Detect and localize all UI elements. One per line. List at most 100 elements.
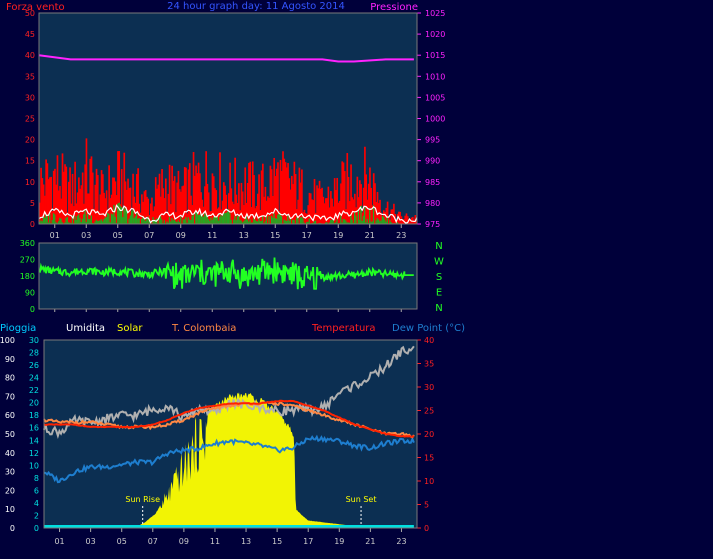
direction-y-tick-label: 0	[30, 305, 35, 314]
temperature-y-tick-label: 5	[424, 501, 429, 510]
wind-x-tick-label: 03	[81, 231, 91, 240]
pressure-y-tick-label: 990	[425, 157, 440, 166]
compass-label: W	[434, 257, 444, 268]
wind-x-tick-label: 21	[365, 231, 375, 240]
wind-y-tick-label: 0	[30, 220, 35, 229]
temperature-x-tick-label: 11	[210, 537, 220, 546]
sunset-label: Sun Set	[346, 495, 377, 504]
humidity-y-tick-label: 50	[5, 430, 15, 439]
wind-y-tick-label: 25	[25, 115, 35, 124]
temperature-y-tick-label: 15	[424, 454, 434, 463]
rain-y-tick-label: 14	[29, 436, 39, 445]
wind-x-tick-label: 19	[333, 231, 343, 240]
humidity-y-tick-label: 90	[5, 355, 15, 364]
temperature-y-tick-label: 40	[424, 336, 434, 345]
rain-y-tick-label: 10	[29, 461, 39, 470]
wind-x-tick-label: 11	[207, 231, 217, 240]
temperature-y-tick-label: 30	[424, 383, 434, 392]
rain-y-tick-label: 16	[29, 424, 39, 433]
compass-label: E	[436, 288, 442, 299]
wind-y-tick-label: 35	[25, 72, 35, 81]
temperature-x-tick-label: 05	[117, 537, 127, 546]
wind-y-tick-label: 40	[25, 51, 35, 60]
wind-x-tick-label: 15	[270, 231, 280, 240]
rain-y-tick-label: 4	[34, 499, 39, 508]
temperature-y-tick-label: 25	[424, 407, 434, 416]
wind-title-left: Forza vento	[6, 2, 65, 13]
temperature-x-tick-label: 17	[303, 537, 313, 546]
wind-chart-title: 24 hour graph day: 11 Agosto 2014	[167, 1, 345, 12]
temperature-y-tick-label: 0	[424, 524, 429, 533]
wind-pressure-panel: 0510152025303540455097598098599099510001…	[6, 1, 445, 240]
humidity-y-tick-label: 20	[5, 486, 15, 495]
pressure-y-tick-label: 1020	[425, 30, 445, 39]
pressure-y-tick-label: 995	[425, 136, 440, 145]
temperature-panel: 0102030405060708090100024681012141618202…	[0, 323, 465, 546]
temperature-y-tick-label: 10	[424, 477, 434, 486]
wind-x-tick-label: 07	[144, 231, 154, 240]
humidity-y-tick-label: 0	[10, 524, 15, 533]
pressure-y-tick-label: 1000	[425, 115, 445, 124]
pressure-y-tick-label: 1005	[425, 93, 445, 102]
temperature-x-tick-label: 07	[148, 537, 158, 546]
pressure-y-tick-label: 985	[425, 178, 440, 187]
compass-label: S	[436, 272, 442, 283]
temperature-x-tick-label: 09	[179, 537, 189, 546]
rain-y-tick-label: 30	[29, 336, 39, 345]
rain-y-tick-label: 26	[29, 361, 39, 370]
temperature-x-tick-label: 03	[86, 537, 96, 546]
wind-x-tick-label: 23	[396, 231, 406, 240]
wind-x-tick-label: 09	[176, 231, 186, 240]
temperature-x-tick-label: 13	[241, 537, 251, 546]
legend-entry: Dew Point (°C)	[392, 323, 465, 334]
humidity-y-tick-label: 40	[5, 449, 15, 458]
pressure-title: Pressione	[370, 2, 418, 13]
rain-y-tick-label: 12	[29, 449, 39, 458]
temperature-x-tick-label: 01	[54, 537, 64, 546]
pressure-y-tick-label: 980	[425, 199, 440, 208]
legend-entry: Umidita	[66, 323, 105, 334]
wind-y-tick-label: 45	[25, 30, 35, 39]
rain-y-tick-label: 28	[29, 349, 39, 358]
pressure-y-tick-label: 1025	[425, 9, 445, 18]
wind-x-tick-label: 05	[113, 231, 123, 240]
legend-entry: Pioggia	[0, 323, 36, 334]
humidity-y-tick-label: 80	[5, 374, 15, 383]
rain-y-tick-label: 2	[34, 511, 39, 520]
temperature-x-tick-label: 23	[396, 537, 406, 546]
wind-x-tick-label: 01	[50, 231, 60, 240]
wind-y-tick-label: 20	[25, 136, 35, 145]
wind-x-tick-label: 17	[302, 231, 312, 240]
rain-y-tick-label: 6	[34, 486, 39, 495]
temperature-y-tick-label: 35	[424, 360, 434, 369]
direction-y-tick-label: 180	[20, 272, 35, 281]
legend-entry: Solar	[117, 323, 143, 334]
temperature-x-tick-label: 21	[365, 537, 375, 546]
humidity-y-tick-label: 100	[0, 336, 15, 345]
wind-x-tick-label: 13	[239, 231, 249, 240]
direction-y-tick-label: 270	[20, 256, 35, 265]
temperature-x-tick-label: 15	[272, 537, 282, 546]
pressure-y-tick-label: 1010	[425, 72, 445, 81]
direction-y-tick-label: 90	[25, 289, 35, 298]
wind-y-tick-label: 5	[30, 199, 35, 208]
temperature-y-tick-label: 20	[424, 430, 434, 439]
legend-entry: T. Colombaia	[171, 323, 236, 334]
pressure-y-tick-label: 975	[425, 220, 440, 229]
wind-y-tick-label: 10	[25, 178, 35, 187]
wind-y-tick-label: 30	[25, 93, 35, 102]
rain-y-tick-label: 18	[29, 411, 39, 420]
direction-y-tick-label: 360	[20, 239, 35, 248]
rain-y-tick-label: 22	[29, 386, 39, 395]
humidity-y-tick-label: 10	[5, 505, 15, 514]
rain-y-tick-label: 8	[34, 474, 39, 483]
humidity-y-tick-label: 70	[5, 392, 15, 401]
humidity-y-tick-label: 60	[5, 411, 15, 420]
compass-label: N	[435, 303, 442, 314]
compass-label: N	[435, 241, 442, 252]
humidity-y-tick-label: 30	[5, 468, 15, 477]
rain-y-tick-label: 0	[34, 524, 39, 533]
rain-y-tick-label: 24	[29, 374, 39, 383]
